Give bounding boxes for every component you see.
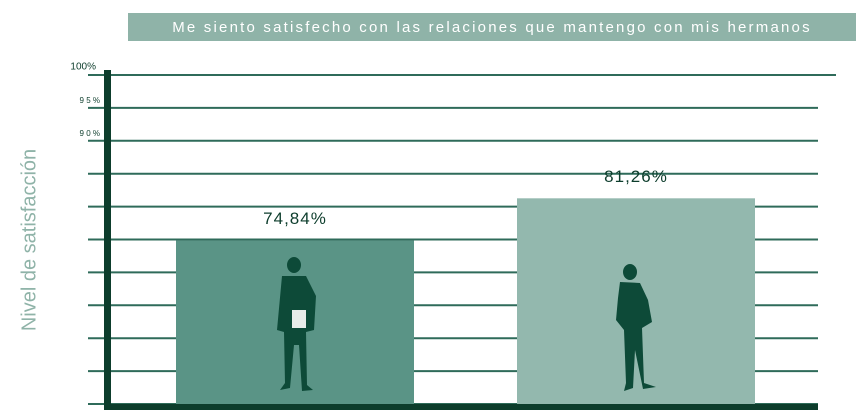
y-tick-label: 9 0 % bbox=[80, 129, 100, 138]
bars: 74,84% 81,26% bbox=[176, 167, 755, 404]
chart: Me siento satisfecho con las relaciones … bbox=[0, 0, 856, 410]
y-tick-label: 9 5 % bbox=[80, 96, 100, 105]
x-axis bbox=[104, 404, 818, 410]
chart-title: Me siento satisfecho con las relaciones … bbox=[172, 19, 812, 36]
value-label: 74,84% bbox=[263, 209, 327, 228]
y-axis-label: Nivel de satisfacción bbox=[18, 149, 40, 331]
y-tick-label: 100% bbox=[70, 62, 96, 73]
y-axis bbox=[104, 70, 111, 410]
paper bbox=[292, 310, 306, 328]
value-label: 81,26% bbox=[604, 167, 668, 186]
